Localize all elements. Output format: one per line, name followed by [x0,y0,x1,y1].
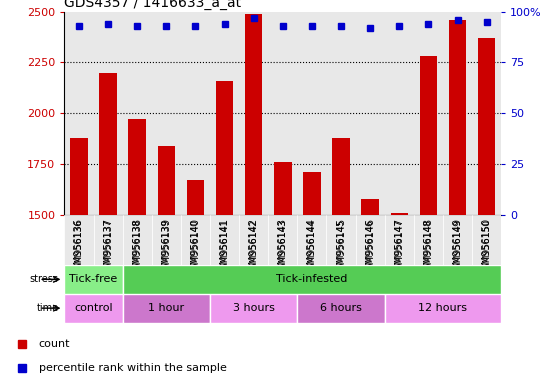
Text: 3 hours: 3 hours [233,303,274,313]
Text: time: time [36,303,59,313]
Text: GSM956149: GSM956149 [453,219,462,274]
Bar [385,294,501,323]
Bar [216,81,234,215]
Text: GSM956143: GSM956143 [278,219,287,274]
Bar [157,146,175,215]
Bar [297,294,385,323]
Text: GSM956148: GSM956148 [423,217,433,276]
Text: stress: stress [30,274,59,285]
Text: GSM956136: GSM956136 [74,219,83,274]
Text: GSM956145: GSM956145 [336,217,346,276]
Text: GSM956137: GSM956137 [104,219,113,274]
Text: GSM956150: GSM956150 [482,219,491,274]
Text: GSM956142: GSM956142 [249,219,258,274]
Text: GSM956148: GSM956148 [424,219,433,274]
Text: GSM956144: GSM956144 [307,217,317,276]
Bar [186,180,204,215]
Bar [303,172,321,215]
Bar [332,138,350,215]
Text: GSM956140: GSM956140 [190,217,200,276]
Bar [245,13,263,215]
Bar [414,215,443,265]
Text: 6 hours: 6 hours [320,303,362,313]
Text: Tick-infested: Tick-infested [276,274,348,285]
Bar [210,294,297,323]
Bar [94,215,123,265]
Text: percentile rank within the sample: percentile rank within the sample [39,362,226,373]
Bar [478,38,496,215]
Bar [99,73,117,215]
Bar [443,215,472,265]
Text: GSM956141: GSM956141 [220,219,229,274]
Bar [239,215,268,265]
Text: 12 hours: 12 hours [418,303,468,313]
Bar [64,265,123,294]
Text: GDS4357 / 1416633_a_at: GDS4357 / 1416633_a_at [64,0,241,10]
Text: GSM956139: GSM956139 [162,219,171,274]
Bar [361,199,379,215]
Text: GSM956145: GSM956145 [337,219,346,274]
Text: GSM956149: GSM956149 [452,217,463,276]
Text: GSM956150: GSM956150 [482,217,492,276]
Bar [385,215,414,265]
Bar [274,162,292,215]
Text: GSM956139: GSM956139 [161,217,171,276]
Text: GSM956147: GSM956147 [394,217,404,276]
Bar [472,215,501,265]
Bar [64,294,123,323]
Text: GSM956146: GSM956146 [365,217,375,276]
Bar [268,215,297,265]
Text: GSM956141: GSM956141 [220,217,230,276]
Bar [297,215,326,265]
Bar [152,215,181,265]
Bar [449,20,466,215]
Text: GSM956146: GSM956146 [366,219,375,274]
Bar [64,215,94,265]
Text: GSM956138: GSM956138 [133,219,142,274]
Bar [70,138,88,215]
Text: 1 hour: 1 hour [148,303,184,313]
Text: GSM956140: GSM956140 [191,219,200,274]
Text: GSM956137: GSM956137 [103,217,113,276]
Bar [123,294,210,323]
Bar [128,119,146,215]
Text: GSM956142: GSM956142 [249,217,259,276]
Bar [181,215,210,265]
Text: GSM956144: GSM956144 [307,219,316,274]
Bar [390,213,408,215]
Text: GSM956143: GSM956143 [278,217,288,276]
Text: GSM956147: GSM956147 [395,219,404,274]
Text: control: control [74,303,113,313]
Text: GSM956138: GSM956138 [132,217,142,276]
Text: GSM956136: GSM956136 [74,217,84,276]
Text: Tick-free: Tick-free [69,274,118,285]
Text: count: count [39,339,70,349]
Bar [210,215,239,265]
Bar [356,215,385,265]
Bar [326,215,356,265]
Bar [123,265,501,294]
Bar [419,56,437,215]
Bar [123,215,152,265]
